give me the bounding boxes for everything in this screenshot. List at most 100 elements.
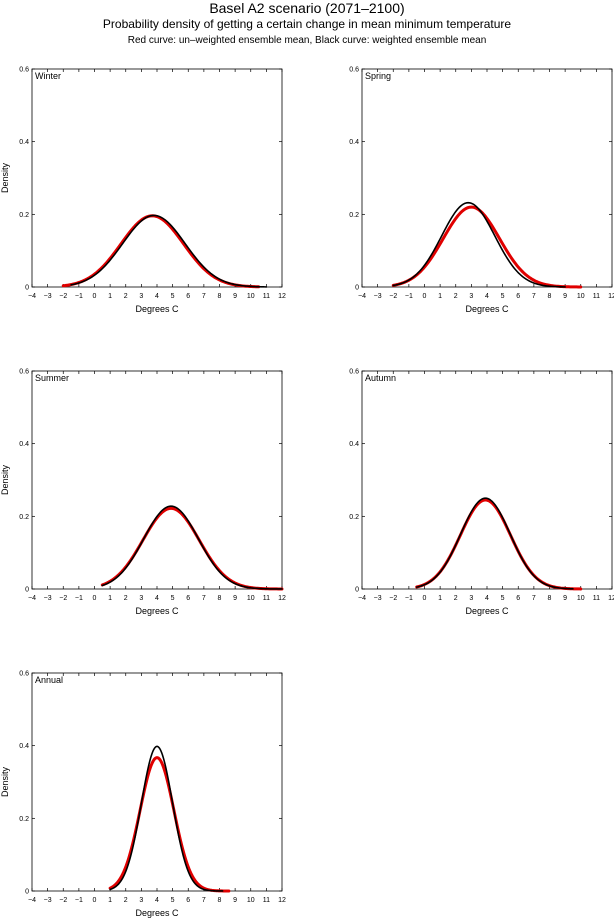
x-tick-label: 4 [155, 595, 159, 602]
x-tick-label: −1 [75, 595, 83, 602]
y-tick-label: 0.6 [19, 671, 29, 678]
x-tick-label: 7 [202, 595, 206, 602]
x-tick-label: −4 [358, 595, 366, 602]
x-tick-label: 7 [532, 293, 536, 300]
x-tick-label: 9 [563, 293, 567, 300]
x-tick-label: −3 [44, 595, 52, 602]
x-tick-label: 10 [247, 897, 255, 904]
x-tick-label: 2 [124, 293, 128, 300]
x-tick-label: 6 [186, 293, 190, 300]
x-tick-label: 8 [548, 293, 552, 300]
x-tick-label: 7 [202, 293, 206, 300]
x-tick-label: −1 [405, 293, 413, 300]
y-tick-label: 0 [355, 587, 359, 594]
x-tick-label: 3 [139, 897, 143, 904]
x-axis-label: Degrees C [135, 908, 179, 918]
panel-autumn: −4 −3 −2 −1 0 1 2 3 4 5 6 7 8 9 10 11 1200.20.40.6Autumn… [349, 369, 614, 617]
y-tick-label: 0.6 [19, 67, 29, 74]
x-tick-label: 9 [563, 595, 567, 602]
x-tick-label: −3 [44, 293, 52, 300]
y-tick-label: 0.2 [19, 816, 29, 823]
weighted-curve [109, 745, 224, 892]
figure-subtitle: Probability density of getting a certain… [102, 17, 512, 31]
x-tick-label: −2 [59, 897, 67, 904]
x-tick-label: 2 [124, 897, 128, 904]
x-tick-label: 10 [247, 595, 255, 602]
x-tick-label: −1 [405, 595, 413, 602]
y-tick-label: 0 [25, 889, 29, 896]
x-axis-label: Degrees C [465, 606, 509, 616]
x-tick-label: 0 [423, 293, 427, 300]
x-tick-label: 7 [532, 595, 536, 602]
x-tick-label: 1 [108, 293, 112, 300]
x-tick-label: 6 [186, 897, 190, 904]
x-axis-label: Degrees C [465, 304, 509, 314]
x-tick-label: −4 [358, 293, 366, 300]
figure-caption: Red curve: un–weighted ensemble mean, Bl… [127, 35, 487, 46]
y-tick-label: 0 [25, 285, 29, 292]
x-axis-label: Degrees C [135, 304, 179, 314]
x-tick-label: 8 [548, 595, 552, 602]
y-tick-label: 0.4 [349, 139, 359, 146]
panel-label: Spring [365, 71, 391, 81]
x-tick-label: 3 [469, 595, 473, 602]
y-tick-label: 0.2 [349, 212, 359, 219]
y-tick-label: 0.2 [349, 514, 359, 521]
weighted-curve [415, 497, 574, 590]
x-tick-label: 12 [278, 293, 286, 300]
panel-label: Summer [35, 373, 69, 383]
x-tick-label: 11 [263, 595, 270, 602]
y-tick-label: 0.4 [19, 441, 29, 448]
x-tick-label: 10 [577, 293, 585, 300]
x-tick-label: 0 [423, 595, 427, 602]
y-tick-label: 0.6 [19, 369, 29, 376]
x-tick-label: 4 [485, 595, 489, 602]
panel-label: Autumn [365, 373, 396, 383]
y-axis-label: Density [0, 464, 10, 495]
x-tick-label: 3 [139, 595, 143, 602]
x-tick-label: −2 [59, 595, 67, 602]
x-tick-label: 12 [278, 897, 286, 904]
x-tick-label: 11 [593, 595, 600, 602]
x-tick-label: 5 [501, 293, 505, 300]
x-axis-label: Degrees C [135, 606, 179, 616]
x-tick-label: 0 [93, 897, 97, 904]
x-tick-label: −3 [374, 595, 382, 602]
x-tick-label: 9 [233, 595, 237, 602]
panel-winter: −4 −3 −2 −1 0 1 2 3 4 5 6 7 8 9 10 11 1200.20.40.6Winter… [0, 67, 286, 315]
plot-frame [361, 68, 613, 288]
panel-summer: −4 −3 −2 −1 0 1 2 3 4 5 6 7 8 9 10 11 1200.20.40.6Summer… [0, 369, 286, 617]
panel-spring: −4 −3 −2 −1 0 1 2 3 4 5 6 7 8 9 10 11 1200.20.40.6Spring… [349, 67, 614, 315]
x-tick-label: 3 [469, 293, 473, 300]
x-tick-label: 1 [108, 897, 112, 904]
x-tick-label: −3 [374, 293, 382, 300]
unweighted-curve [415, 498, 583, 591]
x-tick-label: 12 [608, 595, 614, 602]
x-tick-label: −2 [389, 595, 397, 602]
x-tick-label: 1 [438, 595, 442, 602]
panel-label: Annual [35, 675, 63, 685]
x-tick-label: 1 [438, 293, 442, 300]
x-tick-label: 8 [218, 897, 222, 904]
unweighted-curve [108, 756, 231, 893]
plot-frame [31, 370, 283, 590]
x-tick-label: 11 [593, 293, 600, 300]
x-tick-label: 5 [171, 897, 175, 904]
panel-label: Winter [35, 71, 61, 81]
x-tick-label: −4 [28, 897, 36, 904]
x-tick-label: 11 [263, 897, 270, 904]
x-tick-label: −3 [44, 897, 52, 904]
x-tick-label: 12 [278, 595, 286, 602]
x-tick-label: 1 [108, 595, 112, 602]
weighted-curve [392, 201, 566, 288]
y-tick-label: 0.4 [19, 743, 29, 750]
plot-frame [361, 370, 613, 590]
x-tick-label: 9 [233, 293, 237, 300]
x-tick-label: 10 [577, 595, 585, 602]
x-tick-label: 6 [516, 595, 520, 602]
x-tick-label: 11 [263, 293, 270, 300]
x-tick-label: −4 [28, 293, 36, 300]
x-tick-label: −4 [28, 595, 36, 602]
x-tick-label: 8 [218, 293, 222, 300]
